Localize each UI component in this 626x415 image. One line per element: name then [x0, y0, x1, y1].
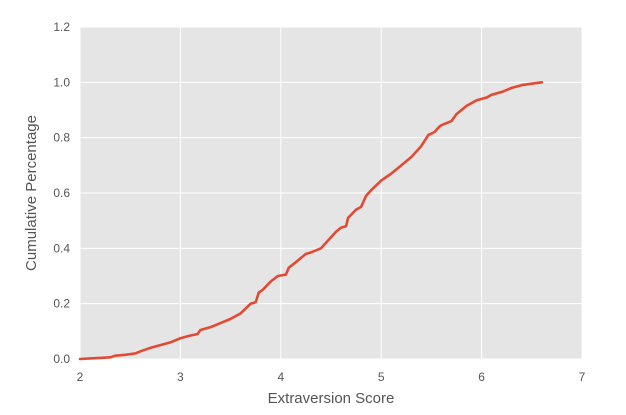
- data-point: [345, 225, 347, 227]
- y-axis-title: Cumulative Percentage: [23, 115, 40, 271]
- data-point: [400, 164, 403, 167]
- data-point: [475, 99, 478, 102]
- grid-lines: [79, 26, 583, 360]
- data-point: [490, 93, 493, 96]
- data-point: [450, 120, 453, 122]
- x-tick-label: 4: [277, 370, 284, 384]
- data-point: [355, 208, 357, 211]
- data-point: [114, 354, 116, 357]
- data-point: [465, 105, 468, 107]
- data-point: [340, 226, 342, 229]
- data-point: [269, 280, 272, 283]
- y-tick-label: 0.8: [53, 131, 70, 145]
- data-point: [320, 247, 322, 250]
- data-point: [79, 358, 81, 360]
- data-point: [433, 131, 436, 133]
- data-point: [134, 352, 137, 355]
- data-point: [305, 253, 307, 255]
- data-point: [159, 344, 162, 346]
- data-point: [109, 356, 111, 359]
- data-point: [310, 251, 312, 254]
- data-point: [239, 312, 242, 315]
- data-point: [288, 266, 290, 269]
- data-point: [370, 189, 372, 192]
- data-point: [390, 172, 393, 175]
- data-point: [261, 289, 264, 291]
- data-point: [510, 87, 513, 89]
- data-point: [480, 98, 483, 100]
- series-points: [79, 81, 543, 360]
- x-tick-labels: 2 3 4 5 6 7: [77, 370, 586, 384]
- y-tick-label: 1.0: [53, 75, 70, 89]
- y-tick-labels: 0.0 0.2 0.4 0.6 0.8 1.0 1.2: [53, 20, 70, 366]
- data-point: [141, 349, 144, 352]
- data-point: [455, 113, 458, 115]
- data-point: [347, 217, 349, 219]
- data-point: [285, 273, 287, 276]
- y-tick-label: 0.6: [53, 186, 70, 200]
- data-point: [420, 145, 423, 147]
- data-point: [520, 84, 523, 86]
- data-point: [276, 275, 279, 277]
- data-point: [254, 301, 257, 304]
- data-point: [219, 322, 222, 324]
- data-point: [500, 91, 503, 93]
- data-point: [541, 81, 543, 84]
- data-point: [360, 206, 362, 208]
- data-point: [470, 102, 473, 104]
- data-point: [196, 333, 199, 335]
- data-point: [169, 341, 172, 344]
- data-point: [330, 236, 332, 239]
- data-point: [485, 96, 488, 99]
- data-point: [460, 109, 463, 111]
- x-tick-label: 6: [478, 370, 485, 384]
- data-point: [209, 326, 212, 328]
- data-point: [531, 82, 533, 85]
- data-point: [189, 334, 192, 337]
- data-point: [295, 261, 297, 263]
- data-point: [199, 329, 202, 331]
- y-tick-label: 0.4: [53, 241, 70, 255]
- data-point: [440, 124, 443, 127]
- data-point: [229, 318, 232, 320]
- data-point: [365, 194, 367, 197]
- y-tick-label: 1.2: [53, 20, 70, 34]
- data-point: [257, 291, 260, 294]
- x-tick-label: 2: [77, 370, 84, 384]
- data-point: [380, 179, 383, 182]
- data-point: [89, 357, 91, 360]
- data-point: [427, 134, 430, 136]
- data-point: [249, 302, 252, 305]
- y-tick-label: 0.0: [53, 352, 70, 366]
- data-point: [149, 347, 152, 349]
- x-tick-label: 7: [579, 370, 586, 384]
- data-point: [410, 156, 413, 158]
- data-point: [179, 337, 182, 340]
- y-tick-label: 0.2: [53, 297, 70, 311]
- x-tick-label: 3: [177, 370, 184, 384]
- x-tick-label: 5: [378, 370, 385, 384]
- data-point: [124, 354, 126, 356]
- data-point: [99, 357, 101, 359]
- data-point: [438, 125, 441, 128]
- data-point: [335, 230, 337, 233]
- x-axis-title: Extraversion Score: [268, 390, 395, 407]
